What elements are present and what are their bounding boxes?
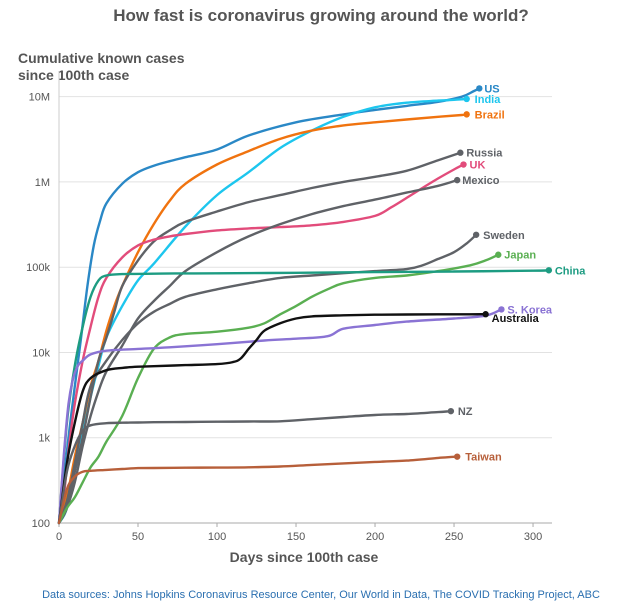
series-endpoint-us — [476, 85, 483, 92]
series-label-japan: Japan — [504, 250, 536, 262]
x-tick-label: 150 — [287, 531, 305, 543]
y-tick-label: 100k — [26, 262, 50, 274]
x-tick-labels: 0 50 100 150 200 250 300 — [56, 523, 542, 543]
series-line-mexico — [57, 178, 459, 525]
series-line-australia — [57, 313, 487, 525]
series-endpoint-uk — [460, 161, 467, 168]
series-line-nz — [57, 410, 453, 525]
series-line-s-korea — [57, 308, 503, 525]
y-axis-label: Cumulative known cases since 100th case — [18, 50, 185, 84]
chart-title: How fast is coronavirus growing around t… — [113, 6, 529, 25]
series-label-sweden: Sweden — [483, 230, 525, 242]
series-label-brazil: Brazil — [475, 109, 505, 121]
series-label-china: China — [555, 265, 586, 277]
y-tick-label: 1k — [38, 433, 50, 445]
series-label-nz: NZ — [458, 406, 473, 418]
data-sources-note: Data sources: Johns Hopkins Coronavirus … — [42, 589, 600, 601]
series-line-russia — [57, 151, 462, 525]
series-endpoints — [447, 85, 553, 460]
series-endpoint-brazil — [463, 111, 470, 118]
series-label-mexico: Mexico — [462, 175, 500, 187]
series-endpoint-s-korea — [498, 306, 505, 313]
x-tick-label: 200 — [366, 531, 384, 543]
series-endpoint-taiwan — [453, 453, 461, 460]
y-tick-label: 1M — [35, 177, 50, 189]
series-endpoint-australia — [482, 311, 489, 318]
series-line-taiwan — [57, 455, 459, 525]
y-tick-labels: 100 1k 10k 100k 1M 10M — [26, 92, 50, 530]
x-tick-label: 250 — [445, 531, 463, 543]
series-endpoint-nz — [447, 407, 455, 415]
series-label-uk: UK — [470, 160, 486, 172]
series-endpoint-india — [463, 95, 470, 103]
series-label-taiwan: Taiwan — [465, 452, 502, 464]
series-label-russia: Russia — [466, 148, 503, 160]
series-line-sweden — [57, 233, 478, 525]
series-endpoint-mexico — [453, 176, 461, 184]
x-tick-label: 0 — [56, 531, 62, 543]
series-line-japan — [57, 253, 500, 525]
series-endpoint-china — [545, 267, 553, 274]
series-line-china — [57, 269, 550, 525]
series-endpoint-japan — [495, 251, 502, 258]
y-tick-label: 10k — [32, 347, 50, 359]
x-tick-label: 50 — [132, 531, 144, 543]
x-tick-label: 300 — [524, 531, 542, 543]
series-label-s-korea: S. Korea — [507, 304, 553, 316]
y-axis-label-line-1: Cumulative known cases — [18, 50, 185, 66]
y-tick-label: 10M — [29, 92, 50, 104]
x-axis-label: Days since 100th case — [230, 549, 379, 565]
y-axis-label-line-2: since 100th case — [18, 67, 130, 83]
series-label-us: US — [484, 83, 499, 95]
x-tick-label: 100 — [208, 531, 226, 543]
y-tick-label: 100 — [32, 518, 50, 530]
series-endpoint-sweden — [472, 231, 480, 238]
series-label-india: India — [475, 94, 502, 106]
gridlines — [58, 71, 552, 524]
series-lines — [57, 87, 550, 525]
series-line-india — [57, 97, 468, 525]
series-label-australia: Australia — [492, 313, 540, 325]
series-endpoint-russia — [457, 149, 464, 156]
